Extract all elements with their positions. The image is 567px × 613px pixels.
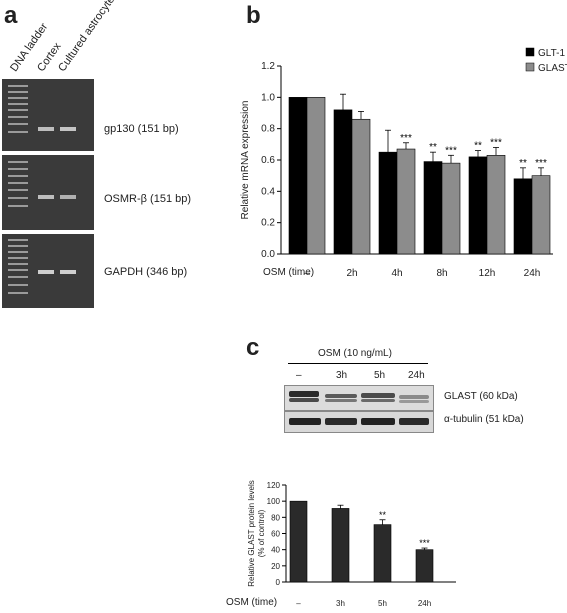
y-axis-label: Relative GLAST protein levels [247, 480, 256, 587]
significance-marker: *** [535, 158, 547, 169]
bar [441, 162, 461, 255]
legend-swatch [525, 47, 535, 57]
x-tick-label: – [304, 268, 310, 279]
gel-image-gp130 [2, 79, 94, 151]
bar [415, 549, 434, 583]
blot-image-tubulin [284, 411, 434, 433]
chart-c-xlabel-prefix: OSM (time) [226, 597, 278, 608]
y-tick-label: 120 [267, 481, 281, 490]
y-tick-label: 0 [276, 578, 281, 587]
gel-label-osmr: OSMR-β (151 bp) [104, 193, 192, 205]
bar [468, 156, 488, 255]
bar [378, 151, 398, 255]
significance-marker: ** [379, 510, 387, 520]
y-tick-label: 1.0 [261, 92, 275, 103]
x-tick-label: 8h [436, 268, 447, 279]
significance-marker: *** [419, 538, 430, 548]
gel-bands-gapdh [8, 239, 76, 294]
gel-label-gp130: gp130 (151 bp) [104, 123, 179, 135]
legend-swatch [525, 62, 535, 72]
chart-b-xlabel-prefix: OSM (time) [263, 267, 315, 278]
blot-lane-1: – [296, 370, 302, 381]
y-tick-label: 0.0 [261, 249, 275, 260]
bar [423, 161, 443, 255]
blot-title: OSM (10 ng/mL) [318, 348, 392, 359]
blot-image-glast [284, 385, 434, 411]
y-axis-label: (% of control) [257, 509, 266, 557]
blot-label-tubulin: α-tubulin (51 kDa) [444, 414, 524, 425]
panel-c-letter: c [246, 334, 260, 361]
significance-marker: ** [474, 141, 482, 152]
bar [396, 148, 416, 255]
legend-label: GLAST [538, 63, 567, 74]
lane-header-cultured-astrocytes: Cultured astrocytes [56, 0, 121, 75]
blot-label-glast: GLAST (60 kDa) [444, 391, 518, 402]
significance-marker: *** [445, 145, 457, 156]
y-tick-label: 20 [271, 562, 280, 571]
bar [373, 524, 392, 583]
gel-label-gapdh: GAPDH (346 bp) [104, 266, 188, 278]
x-tick-label: 12h [479, 268, 496, 279]
y-tick-label: 80 [271, 513, 280, 522]
x-tick-label: 4h [391, 268, 402, 279]
y-tick-label: 0.4 [261, 186, 275, 197]
y-tick-label: 0.8 [261, 124, 275, 135]
bar [306, 97, 326, 255]
x-tick-label: 2h [346, 268, 357, 279]
legend-label: GLT-1 [538, 48, 565, 59]
gel-bands-gp130 [8, 85, 76, 133]
bar [513, 178, 533, 255]
bar [331, 508, 350, 583]
significance-marker: ** [519, 158, 527, 169]
y-tick-label: 60 [271, 530, 280, 539]
x-tick-label: 5h [378, 599, 387, 608]
x-tick-label: 3h [336, 599, 345, 608]
y-tick-label: 0.2 [261, 218, 275, 229]
gel-bands-osmr [8, 161, 76, 207]
bar [333, 109, 353, 255]
y-tick-label: 0.6 [261, 155, 275, 166]
bar [351, 118, 371, 255]
significance-marker: ** [429, 142, 437, 153]
significance-marker: *** [400, 133, 412, 144]
panel-a-letter: a [4, 2, 18, 29]
y-tick-label: 40 [271, 546, 280, 555]
gel-image-gapdh [2, 234, 94, 308]
x-tick-label: – [296, 599, 301, 608]
bar [486, 155, 506, 255]
bar [288, 97, 308, 255]
panel-b-letter: b [246, 2, 261, 29]
blot-lane-3: 5h [374, 370, 386, 381]
significance-marker: *** [490, 137, 502, 148]
bar [531, 175, 551, 255]
gel-image-osmr [2, 155, 94, 230]
y-tick-label: 100 [267, 497, 281, 506]
x-tick-label: 24h [418, 599, 431, 608]
blot-lane-4: 24h [408, 370, 425, 381]
bar [289, 500, 308, 583]
blot-title-underline [288, 363, 428, 364]
x-tick-label: 24h [524, 268, 541, 279]
chart-c: 0 20 40 60 80 100 120 Relative GLAST protein le… [247, 480, 456, 608]
y-axis-label: Relative mRNA expression [240, 101, 251, 220]
y-tick-label: 1.2 [261, 61, 275, 72]
blot-lane-2: 3h [336, 370, 348, 381]
chart-b: 0.0 0.2 0.4 0.6 0.8 1.0 1.2 Relative mRNA expre… [240, 47, 567, 279]
